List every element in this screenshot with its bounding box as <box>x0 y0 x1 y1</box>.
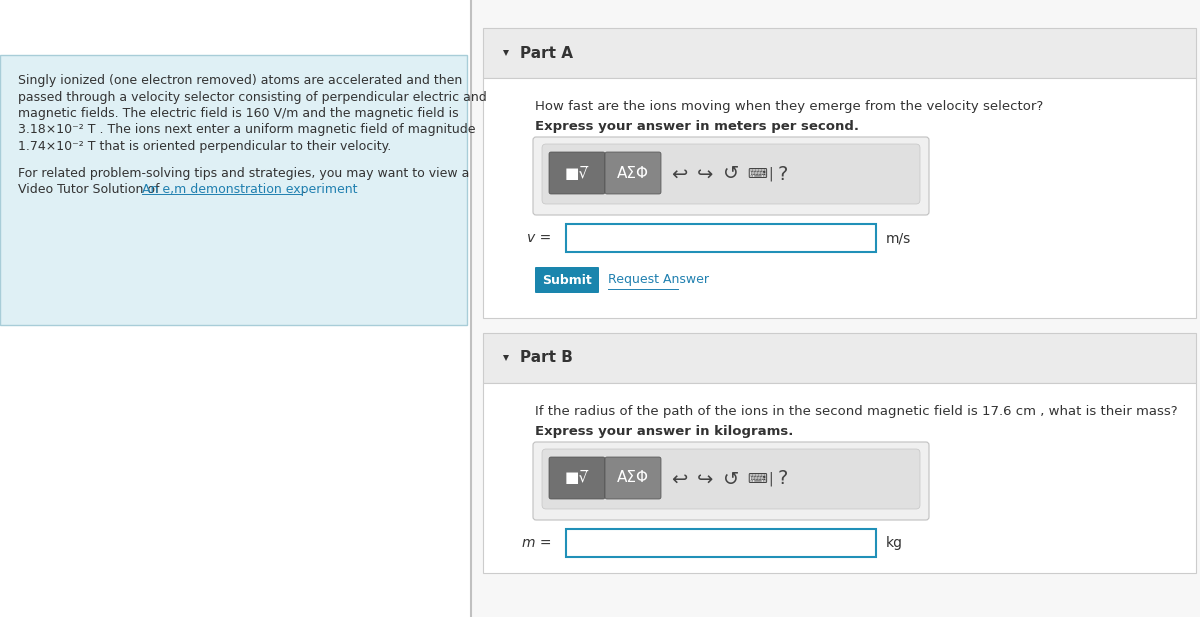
FancyBboxPatch shape <box>550 152 605 194</box>
Text: Part B: Part B <box>520 350 572 365</box>
Text: v =: v = <box>527 231 551 245</box>
Text: If the radius of the path of the ions in the second magnetic field is 17.6 cm , : If the radius of the path of the ions in… <box>535 405 1177 418</box>
Text: kg: kg <box>886 536 904 550</box>
Text: ?: ? <box>778 470 788 489</box>
Text: Part A: Part A <box>520 46 574 60</box>
Polygon shape <box>503 50 509 56</box>
Text: Submit: Submit <box>542 273 592 286</box>
Polygon shape <box>503 355 509 361</box>
Text: Video Tutor Solution of: Video Tutor Solution of <box>18 183 163 196</box>
Text: magnetic fields. The electric field is 160 V/m and the magnetic field is: magnetic fields. The electric field is 1… <box>18 107 458 120</box>
Text: m/s: m/s <box>886 231 911 245</box>
Bar <box>482 333 1196 383</box>
Text: For related problem-solving tips and strategies, you may want to view a: For related problem-solving tips and str… <box>18 167 469 180</box>
FancyBboxPatch shape <box>533 442 929 520</box>
Text: ⌨: ⌨ <box>746 167 767 181</box>
Text: |: | <box>769 167 773 181</box>
Text: ↪: ↪ <box>697 470 713 489</box>
Text: ⌨: ⌨ <box>746 472 767 486</box>
Text: ■√̅: ■√̅ <box>565 471 589 486</box>
Text: Express your answer in kilograms.: Express your answer in kilograms. <box>535 425 793 438</box>
FancyBboxPatch shape <box>605 457 661 499</box>
Text: ■√̅: ■√̅ <box>565 165 589 181</box>
Bar <box>482 78 1196 318</box>
Text: ↩: ↩ <box>671 470 688 489</box>
Text: ↺: ↺ <box>722 470 739 489</box>
Bar <box>482 28 1196 78</box>
Bar <box>566 224 876 252</box>
Text: ΑΣΦ: ΑΣΦ <box>617 471 649 486</box>
FancyBboxPatch shape <box>542 144 920 204</box>
Bar <box>566 529 876 557</box>
Text: ?: ? <box>778 165 788 183</box>
FancyBboxPatch shape <box>535 267 599 293</box>
Text: 3.18×10⁻² T . The ions next enter a uniform magnetic field of magnitude: 3.18×10⁻² T . The ions next enter a unif… <box>18 123 475 136</box>
FancyBboxPatch shape <box>542 449 920 509</box>
FancyBboxPatch shape <box>550 457 605 499</box>
Text: ↺: ↺ <box>722 165 739 183</box>
Bar <box>0 55 467 325</box>
Bar <box>482 383 1196 573</box>
FancyBboxPatch shape <box>533 137 929 215</box>
Text: How fast are the ions moving when they emerge from the velocity selector?: How fast are the ions moving when they e… <box>535 100 1043 113</box>
Text: Singly ionized (one electron removed) atoms are accelerated and then: Singly ionized (one electron removed) at… <box>18 74 462 87</box>
Text: .: . <box>301 183 305 196</box>
Text: m =: m = <box>522 536 551 550</box>
Text: Express your answer in meters per second.: Express your answer in meters per second… <box>535 120 859 133</box>
Text: |: | <box>769 472 773 486</box>
FancyBboxPatch shape <box>605 152 661 194</box>
Text: An e,m demonstration experiment: An e,m demonstration experiment <box>142 183 358 196</box>
Text: Request Answer: Request Answer <box>608 273 709 286</box>
Bar <box>470 0 1200 617</box>
Text: ↩: ↩ <box>671 165 688 183</box>
Text: 1.74×10⁻² T that is oriented perpendicular to their velocity.: 1.74×10⁻² T that is oriented perpendicul… <box>18 140 391 153</box>
Text: passed through a velocity selector consisting of perpendicular electric and: passed through a velocity selector consi… <box>18 91 487 104</box>
Text: ΑΣΦ: ΑΣΦ <box>617 165 649 181</box>
Text: ↪: ↪ <box>697 165 713 183</box>
